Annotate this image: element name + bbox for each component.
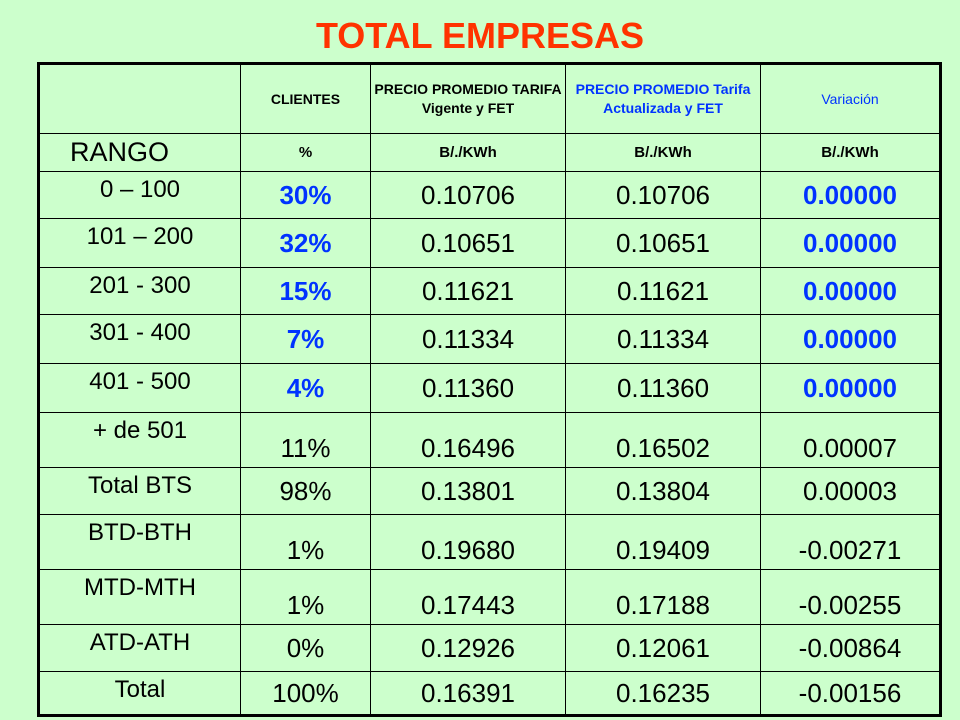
header-corner	[38, 63, 241, 134]
cell-variacion: 0.00000	[760, 363, 941, 413]
header-row: CLIENTES PRECIO PROMEDIO TARIFA Vigente …	[38, 63, 941, 134]
cell-rango: MTD-MTH	[38, 569, 241, 625]
tariff-table: CLIENTES PRECIO PROMEDIO TARIFA Vigente …	[37, 62, 942, 717]
table-row: 0 – 100 30% 0.10706 0.10706 0.00000	[38, 171, 941, 219]
cell-variacion: 0.00000	[760, 171, 941, 219]
cell-precio-actualizada: 0.10651	[565, 218, 761, 268]
units-row: RANGO % B/./KWh B/./KWh B/./KWh	[38, 133, 941, 172]
table-row: MTD-MTH 1% 0.17443 0.17188 -0.00255	[38, 569, 941, 625]
cell-precio-vigente: 0.11334	[370, 314, 566, 364]
header-clientes: CLIENTES	[240, 63, 371, 134]
cell-variacion: 0.00003	[760, 467, 941, 515]
unit-percent: %	[240, 133, 371, 172]
cell-precio-vigente: 0.10706	[370, 171, 566, 219]
table-row: 201 - 300 15% 0.11621 0.11621 0.00000	[38, 267, 941, 315]
cell-precio-actualizada: 0.16235	[565, 671, 761, 716]
table-row: 301 - 400 7% 0.11334 0.11334 0.00000	[38, 314, 941, 364]
cell-variacion: 0.00000	[760, 218, 941, 268]
cell-precio-vigente: 0.16391	[370, 671, 566, 716]
cell-precio-actualizada: 0.10706	[565, 171, 761, 219]
page-title: TOTAL EMPRESAS	[315, 15, 645, 56]
cell-precio-actualizada: 0.11621	[565, 267, 761, 315]
table-row: + de 501 11% 0.16496 0.16502 0.00007	[38, 412, 941, 468]
cell-precio-vigente: 0.12926	[370, 624, 566, 672]
cell-rango: 401 - 500	[38, 363, 241, 413]
cell-clientes: 30%	[240, 171, 371, 219]
header-precio-actualizada: PRECIO PROMEDIO Tarifa Actualizada y FET	[565, 63, 761, 134]
cell-precio-vigente: 0.16496	[370, 412, 566, 468]
table-row: Total 100% 0.16391 0.16235 -0.00156	[38, 671, 941, 716]
cell-clientes: 1%	[240, 569, 371, 625]
cell-clientes: 100%	[240, 671, 371, 716]
cell-clientes: 7%	[240, 314, 371, 364]
header-precio-vigente: PRECIO PROMEDIO TARIFA Vigente y FET	[370, 63, 566, 134]
table-row: Total BTS 98% 0.13801 0.13804 0.00003	[38, 467, 941, 515]
cell-precio-actualizada: 0.11334	[565, 314, 761, 364]
header-variacion: Variación	[760, 63, 941, 134]
cell-variacion: -0.00156	[760, 671, 941, 716]
unit-actualizada: B/./KWh	[565, 133, 761, 172]
cell-precio-vigente: 0.13801	[370, 467, 566, 515]
cell-rango: BTD-BTH	[38, 514, 241, 570]
cell-precio-vigente: 0.19680	[370, 514, 566, 570]
cell-variacion: -0.00255	[760, 569, 941, 625]
cell-clientes: 11%	[240, 412, 371, 468]
unit-vigente: B/./KWh	[370, 133, 566, 172]
cell-precio-actualizada: 0.12061	[565, 624, 761, 672]
cell-precio-actualizada: 0.13804	[565, 467, 761, 515]
cell-precio-vigente: 0.10651	[370, 218, 566, 268]
cell-precio-vigente: 0.17443	[370, 569, 566, 625]
cell-rango: 201 - 300	[38, 267, 241, 315]
cell-clientes: 98%	[240, 467, 371, 515]
cell-precio-actualizada: 0.17188	[565, 569, 761, 625]
cell-rango: + de 501	[38, 412, 241, 468]
cell-rango: Total	[38, 671, 241, 716]
cell-variacion: -0.00271	[760, 514, 941, 570]
cell-rango: Total BTS	[38, 467, 241, 515]
cell-rango: 101 – 200	[38, 218, 241, 268]
cell-rango: 0 – 100	[38, 171, 241, 219]
table-row: 401 - 500 4% 0.11360 0.11360 0.00000	[38, 363, 941, 413]
cell-variacion: 0.00007	[760, 412, 941, 468]
cell-clientes: 0%	[240, 624, 371, 672]
header-rango: RANGO	[38, 133, 241, 172]
cell-clientes: 4%	[240, 363, 371, 413]
cell-precio-vigente: 0.11360	[370, 363, 566, 413]
cell-clientes: 15%	[240, 267, 371, 315]
table-row: BTD-BTH 1% 0.19680 0.19409 -0.00271	[38, 514, 941, 570]
cell-clientes: 1%	[240, 514, 371, 570]
unit-variacion: B/./KWh	[760, 133, 941, 172]
cell-clientes: 32%	[240, 218, 371, 268]
cell-precio-vigente: 0.11621	[370, 267, 566, 315]
cell-precio-actualizada: 0.16502	[565, 412, 761, 468]
cell-variacion: 0.00000	[760, 267, 941, 315]
cell-precio-actualizada: 0.11360	[565, 363, 761, 413]
cell-variacion: 0.00000	[760, 314, 941, 364]
table-row: 101 – 200 32% 0.10651 0.10651 0.00000	[38, 218, 941, 268]
cell-precio-actualizada: 0.19409	[565, 514, 761, 570]
cell-rango: 301 - 400	[38, 314, 241, 364]
cell-variacion: -0.00864	[760, 624, 941, 672]
table-row: ATD-ATH 0% 0.12926 0.12061 -0.00864	[38, 624, 941, 672]
cell-rango: ATD-ATH	[38, 624, 241, 672]
